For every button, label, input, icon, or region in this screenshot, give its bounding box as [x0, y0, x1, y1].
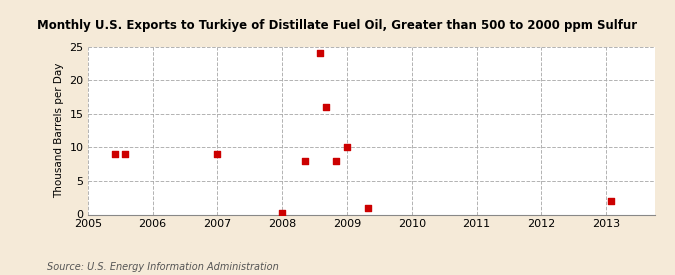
Text: Source: U.S. Energy Information Administration: Source: U.S. Energy Information Administ… — [47, 262, 279, 272]
Point — [320, 105, 331, 109]
Text: Monthly U.S. Exports to Turkiye of Distillate Fuel Oil, Greater than 500 to 2000: Monthly U.S. Exports to Turkiye of Disti… — [37, 19, 638, 32]
Point — [315, 51, 325, 56]
Point — [606, 199, 617, 203]
Y-axis label: Thousand Barrels per Day: Thousand Barrels per Day — [54, 63, 64, 198]
Point — [363, 206, 374, 210]
Point — [120, 152, 131, 156]
Point — [342, 145, 352, 150]
Point — [212, 152, 223, 156]
Point — [109, 152, 120, 156]
Point — [331, 159, 342, 163]
Point — [300, 159, 310, 163]
Point — [277, 211, 288, 215]
